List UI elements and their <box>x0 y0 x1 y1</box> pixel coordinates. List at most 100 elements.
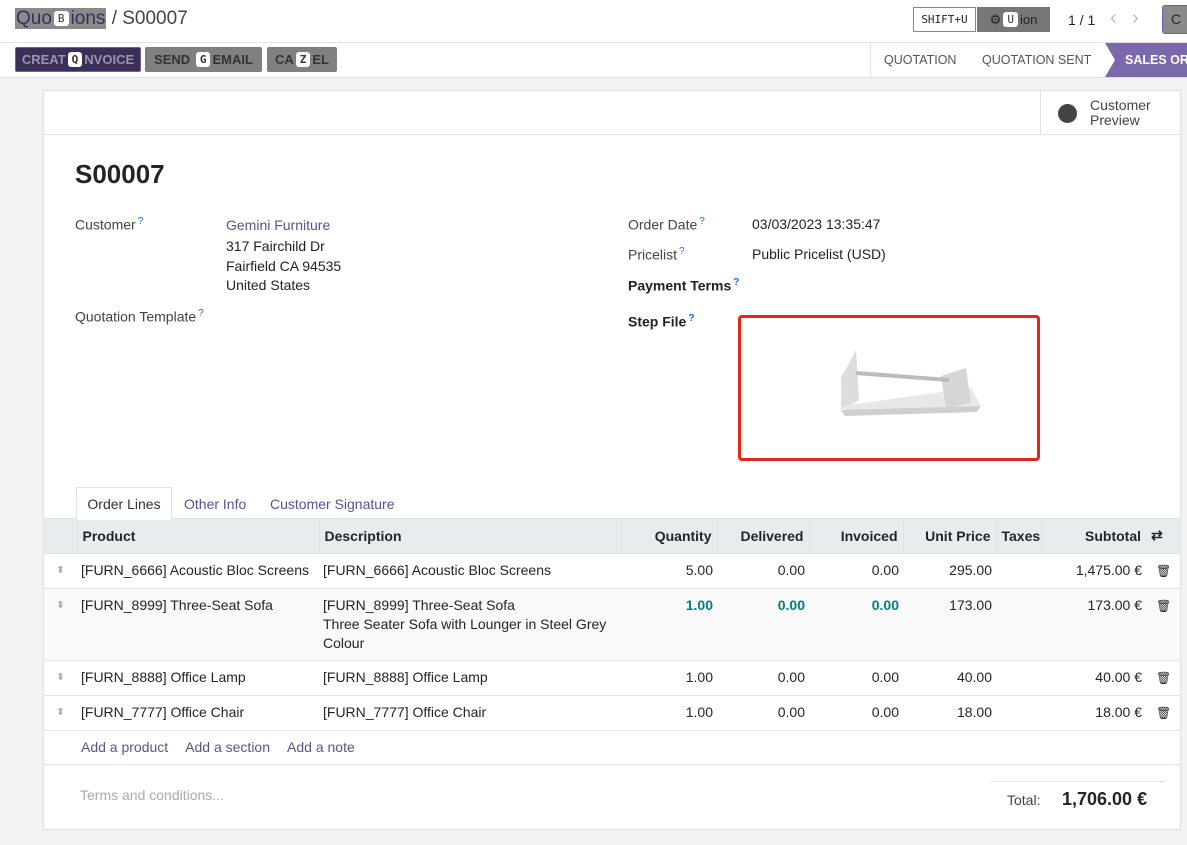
quantity-cell[interactable]: 1.00 <box>621 588 717 661</box>
product-cell[interactable]: [FURN_7777] Office Chair <box>77 695 319 731</box>
column-quantity[interactable]: Quantity <box>621 519 718 554</box>
pager-next-icon[interactable]: › <box>1132 7 1139 29</box>
unit-price-cell[interactable]: 295.00 <box>903 553 996 589</box>
stage-sales-order[interactable]: SALES ORDER <box>1105 43 1187 77</box>
column-invoiced[interactable]: Invoiced <box>809 519 904 554</box>
optional-columns-icon[interactable]: ⇄ <box>1146 519 1180 554</box>
drag-handle-icon[interactable]: ⬍ <box>44 553 77 589</box>
customer-label: Customer? <box>75 216 144 233</box>
form-sheet: Customer Preview S00007 Customer? Gemini … <box>43 90 1181 830</box>
table-row[interactable]: ⬍ [FURN_8999] Three-Seat Sofa [FURN_8999… <box>44 588 1180 661</box>
create-invoice-button[interactable]: CREAT Q NVOICE <box>15 47 141 72</box>
step-file-viewer[interactable] <box>738 315 1040 461</box>
column-unit-price[interactable]: Unit Price <box>903 519 997 554</box>
address-line: United States <box>226 277 311 293</box>
taxes-cell[interactable] <box>996 660 1041 696</box>
pricelist-value[interactable]: Public Pricelist (USD) <box>752 246 886 262</box>
table-row[interactable]: ⬍ [FURN_6666] Acoustic Bloc Screens [FUR… <box>44 553 1180 589</box>
step-file-label: Step File? <box>628 313 695 330</box>
add-note-link[interactable]: Add a note <box>287 739 355 755</box>
invoiced-cell[interactable]: 0.00 <box>809 695 903 731</box>
send-email-button[interactable]: SEND G EMAIL <box>145 47 262 72</box>
description-cell[interactable]: [FURN_8888] Office Lamp <box>319 660 621 696</box>
order-lines-table: Product Description Quantity Delivered I… <box>44 519 1180 731</box>
order-date-value[interactable]: 03/03/2023 13:35:47 <box>752 216 881 232</box>
order-lines-section: Product Description Quantity Delivered I… <box>44 519 1180 845</box>
order-footer: Terms and conditions... Total: 1,706.00 … <box>44 765 1180 845</box>
delete-row-icon[interactable]: 🗑 <box>1146 695 1180 731</box>
description-cell[interactable]: [FURN_6666] Acoustic Bloc Screens <box>319 553 621 589</box>
tab-other-info[interactable]: Other Info <box>184 496 247 512</box>
quantity-cell[interactable]: 1.00 <box>621 695 717 731</box>
description-line: [FURN_6666] Acoustic Bloc Screens <box>323 561 551 578</box>
pricelist-label: Pricelist? <box>628 246 685 263</box>
delete-row-icon[interactable]: 🗑 <box>1146 660 1180 696</box>
terms-input[interactable]: Terms and conditions... <box>80 786 224 803</box>
address-line: 317 Fairchild Dr <box>226 238 325 254</box>
unit-price-cell[interactable]: 18.00 <box>903 695 996 731</box>
description-line: [FURN_7777] Office Chair <box>323 703 487 720</box>
delete-row-icon[interactable]: 🗑 <box>1146 553 1180 589</box>
description-line: Colour <box>323 634 365 651</box>
subtotal-cell: 40.00 € <box>1041 660 1146 696</box>
address-line: Fairfield CA 94535 <box>226 258 342 274</box>
add-product-link[interactable]: Add a product <box>81 739 169 755</box>
customer-link[interactable]: Gemini Furniture <box>226 217 331 233</box>
unit-price-cell[interactable]: 173.00 <box>903 588 996 661</box>
column-subtotal[interactable]: Subtotal <box>1041 519 1146 554</box>
column-taxes[interactable]: Taxes <box>996 519 1042 554</box>
total-label: Total: <box>1007 791 1041 808</box>
stage-quotation[interactable]: QUOTATION <box>884 53 957 67</box>
drag-handle-icon[interactable]: ⬍ <box>44 588 77 661</box>
taxes-cell[interactable] <box>996 695 1041 731</box>
delivered-cell[interactable]: 0.00 <box>717 553 809 589</box>
invoiced-cell[interactable]: 0.00 <box>809 660 903 696</box>
delivered-cell[interactable]: 0.00 <box>717 660 809 696</box>
add-section-link[interactable]: Add a section <box>185 739 271 755</box>
tab-order-lines[interactable]: Order Lines <box>76 487 172 520</box>
stage-quotation-sent[interactable]: QUOTATION SENT <box>982 53 1092 67</box>
delivered-cell[interactable]: 0.00 <box>717 695 809 731</box>
subtotal-cell: 173.00 € <box>1041 588 1146 661</box>
column-delivered[interactable]: Delivered <box>717 519 810 554</box>
table-row[interactable]: ⬍ [FURN_7777] Office Chair [FURN_7777] O… <box>44 695 1180 731</box>
drag-handle-icon[interactable]: ⬍ <box>44 660 77 696</box>
quantity-cell[interactable]: 5.00 <box>621 553 717 589</box>
tab-customer-signature[interactable]: Customer Signature <box>270 496 395 512</box>
product-cell[interactable]: [FURN_6666] Acoustic Bloc Screens <box>77 553 319 589</box>
column-product[interactable]: Product <box>77 519 320 554</box>
delivered-cell[interactable]: 0.00 <box>717 588 809 661</box>
description-cell[interactable]: [FURN_8999] Three-Seat Sofa Three Seater … <box>319 588 621 661</box>
payment-terms-label: Payment Terms? <box>628 277 740 294</box>
globe-icon <box>1058 103 1077 123</box>
quantity-cell[interactable]: 1.00 <box>621 660 717 696</box>
customer-preview-button[interactable]: Customer Preview <box>1040 91 1180 135</box>
invoiced-cell[interactable]: 0.00 <box>809 553 903 589</box>
table-row[interactable]: ⬍ [FURN_8888] Office Lamp [FURN_8888] Of… <box>44 660 1180 696</box>
column-description[interactable]: Description <box>319 519 622 554</box>
product-cell[interactable]: [FURN_8888] Office Lamp <box>77 660 319 696</box>
create-button[interactable]: C <box>1162 5 1187 34</box>
taxes-cell[interactable] <box>996 588 1041 661</box>
unit-price-cell[interactable]: 40.00 <box>903 660 996 696</box>
taxes-cell[interactable] <box>996 553 1041 589</box>
add-line-row: Add a product Add a section Add a note <box>44 731 1180 765</box>
pager-previous-icon[interactable]: ‹ <box>1110 7 1117 29</box>
step-model-preview <box>841 350 981 416</box>
order-date-label: Order Date? <box>628 216 705 233</box>
record-title: S00007 <box>75 159 165 189</box>
status-bar: CREAT Q NVOICE SEND G EMAIL CA Z EL QUOTATION… <box>0 43 1187 78</box>
invoiced-cell[interactable]: 0.00 <box>809 588 903 661</box>
drag-handle-icon[interactable]: ⬍ <box>44 695 77 731</box>
breadcrumb-current: S00007 <box>122 8 188 29</box>
description-line: Three Seater Sofa with Lounger in Steel … <box>323 615 607 632</box>
description-cell[interactable]: [FURN_7777] Office Chair <box>319 695 621 731</box>
product-cell[interactable]: [FURN_8999] Three-Seat Sofa <box>77 588 319 661</box>
total-value: 1,706.00 € <box>1062 788 1148 809</box>
cancel-button[interactable]: CA Z EL <box>267 47 337 72</box>
delete-row-icon[interactable]: 🗑 <box>1146 588 1180 661</box>
